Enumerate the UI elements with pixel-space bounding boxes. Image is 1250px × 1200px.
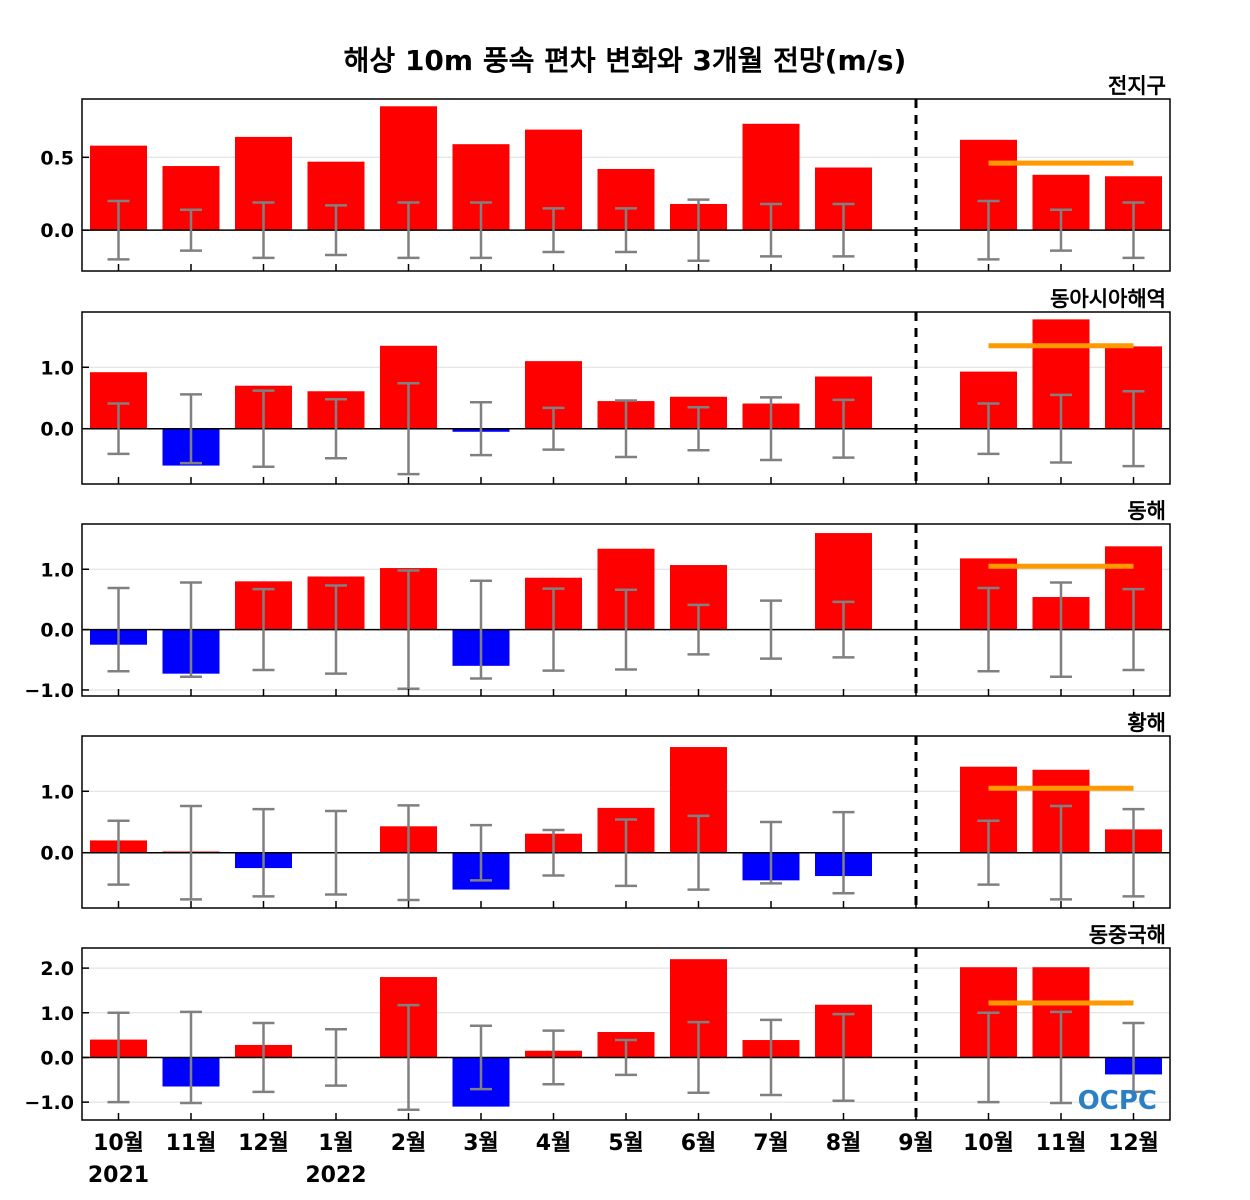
panel-frame: [81, 523, 1171, 697]
panel-title: 황해: [1127, 711, 1166, 735]
x-tick-label: 5월: [608, 1131, 644, 1156]
x-tick-label: 12월: [238, 1131, 289, 1156]
chart-panel: −1.0 0.0 1.0 동해: [24, 499, 1171, 702]
x-tick-label: 11월: [1036, 1131, 1087, 1156]
y-tick-label: −1.0: [24, 1092, 74, 1114]
x-tick-label: 6월: [681, 1131, 717, 1156]
year-label: 2021: [88, 1163, 149, 1188]
chart-panel: −1.0 0.0 1.0 2.0 동중국해: [24, 923, 1171, 1121]
panel-title: 동해: [1127, 499, 1166, 523]
x-tick-label: 10월: [93, 1131, 144, 1156]
y-tick-label: 0.0: [40, 843, 74, 865]
chart-title: 해상 10m 풍속 편차 변화와 3개월 전망(m/s): [344, 44, 907, 77]
y-tick-label: 0.5: [40, 147, 74, 169]
y-tick-label: 0.0: [40, 1047, 74, 1069]
x-tick-label: 10월: [963, 1131, 1014, 1156]
panel-title: 동중국해: [1089, 923, 1166, 947]
x-tick-label: 8월: [826, 1131, 862, 1156]
panel-title: 전지구: [1108, 74, 1166, 98]
chart-panel: 0.0 1.0 동아시아해역: [40, 287, 1171, 485]
x-tick-label: 2월: [391, 1131, 427, 1156]
panel-frame: [81, 735, 1171, 909]
x-tick-label: 11월: [166, 1131, 217, 1156]
panel-frame: [81, 947, 1171, 1121]
x-tick-label: 3월: [463, 1131, 499, 1156]
x-tick-label: 1월: [318, 1131, 354, 1156]
y-tick-label: 1.0: [40, 1003, 74, 1025]
y-tick-label: 1.0: [40, 357, 74, 379]
y-tick-label: 1.0: [40, 781, 74, 803]
y-tick-label: 0.0: [40, 620, 74, 642]
x-tick-label: 7월: [753, 1131, 789, 1156]
chart-panel: 0.0 0.5 전지구: [40, 74, 1171, 272]
year-label: 2022: [305, 1163, 366, 1188]
y-tick-label: −1.0: [24, 680, 74, 702]
ocpc-logo: OCPC: [1078, 1086, 1157, 1116]
panel-title: 동아시아해역: [1050, 287, 1166, 311]
y-tick-label: 2.0: [40, 958, 74, 980]
x-tick-label: 4월: [536, 1131, 572, 1156]
panel-frame: [81, 98, 1171, 272]
panel-frame: [81, 311, 1171, 485]
y-tick-label: 0.0: [40, 419, 74, 441]
y-tick-label: 0.0: [40, 220, 74, 242]
x-tick-label: 12월: [1108, 1131, 1159, 1156]
x-tick-label: 9월: [898, 1131, 934, 1156]
chart-panel: 0.0 1.0 황해: [40, 711, 1171, 909]
y-tick-label: 1.0: [40, 559, 74, 581]
